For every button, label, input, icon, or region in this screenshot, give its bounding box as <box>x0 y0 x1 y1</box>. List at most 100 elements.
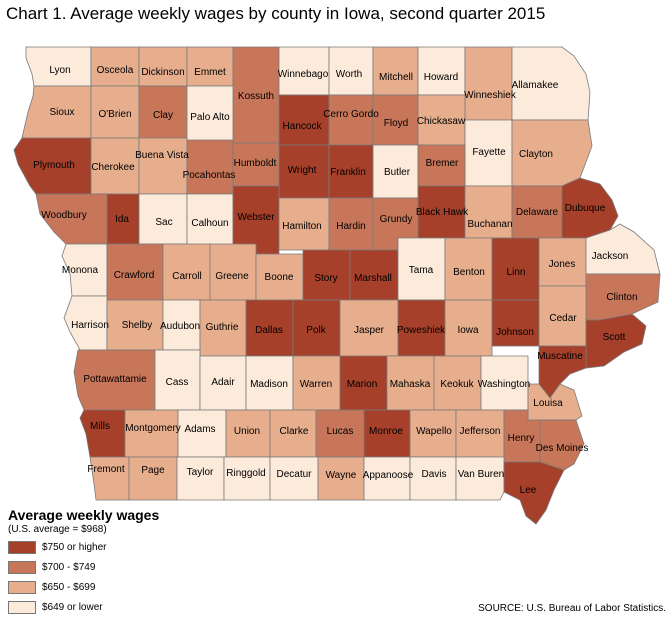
county-label: Story <box>314 273 337 284</box>
county-label: Mahaska <box>390 379 431 390</box>
county-label: Ida <box>115 214 129 225</box>
county-label: Sac <box>155 217 172 228</box>
county-label: Cass <box>166 377 189 388</box>
county-label: Mills <box>90 421 110 432</box>
county-label: Johnson <box>496 327 534 338</box>
county-buchanan <box>464 185 513 239</box>
county-hancock <box>278 94 330 146</box>
legend-swatch <box>8 580 36 594</box>
county-label: Monroe <box>369 426 403 437</box>
county-label: Tama <box>409 265 434 276</box>
county-label: Floyd <box>384 118 408 129</box>
county-label: Osceola <box>97 65 134 76</box>
county-label: Clarke <box>280 426 309 437</box>
legend-label: $750 or higher <box>42 541 107 553</box>
county-fremont <box>89 456 130 501</box>
county-label: Hardin <box>336 221 365 232</box>
county-label: Black Hawk <box>416 207 469 218</box>
counties-layer <box>13 46 661 525</box>
county-label: Marion <box>347 379 378 390</box>
county-label: Poweshiek <box>397 325 446 336</box>
county-van-buren <box>455 456 505 501</box>
county-label: Davis <box>421 469 446 480</box>
county-label: Lyon <box>49 65 70 76</box>
county-label: Greene <box>215 271 249 282</box>
county-label: Woodbury <box>41 210 86 221</box>
county-label: Polk <box>306 325 326 336</box>
county-label: Cedar <box>549 313 577 324</box>
county-label: Boone <box>265 272 294 283</box>
county-label: Linn <box>507 267 526 278</box>
county-label: Fremont <box>87 464 124 475</box>
legend-label: $650 - $699 <box>42 581 96 593</box>
county-label: Dallas <box>255 325 283 336</box>
county-johnson <box>491 299 540 347</box>
county-label: Marshall <box>354 273 392 284</box>
county-label: Keokuk <box>440 379 474 390</box>
county-mitchell <box>372 46 419 96</box>
county-label: Delaware <box>516 207 559 218</box>
legend-swatch <box>8 540 36 554</box>
legend-label: $700 - $749 <box>42 561 96 573</box>
county-label: Cherokee <box>91 162 135 173</box>
county-label: Jasper <box>354 325 385 336</box>
county-label: Clay <box>153 110 173 121</box>
county-label: Wright <box>288 165 317 176</box>
county-label: Scott <box>603 332 626 343</box>
county-label: Monona <box>62 265 99 276</box>
legend-swatch <box>8 600 36 614</box>
county-label: Lee <box>520 485 537 496</box>
county-label: Adair <box>211 377 235 388</box>
county-label: Grundy <box>380 214 413 225</box>
county-label: Chickasaw <box>417 116 466 127</box>
county-label: Adams <box>184 424 215 435</box>
county-label: Audubon <box>160 321 200 332</box>
county-label: Dickinson <box>141 67 184 78</box>
county-label: Iowa <box>457 325 479 336</box>
county-label: Hancock <box>283 121 323 132</box>
county-mills <box>79 409 126 458</box>
legend-item-700-749: $700 - $749 <box>8 559 159 575</box>
county-label: Des Moines <box>536 443 589 454</box>
chart-title: Chart 1. Average weekly wages by county … <box>6 4 546 23</box>
county-label: Fayette <box>472 147 506 158</box>
county-label: Benton <box>453 267 485 278</box>
county-label: Crawford <box>114 270 155 281</box>
county-label: Van Buren <box>458 469 505 480</box>
county-label: Page <box>141 465 165 476</box>
county-label: Washington <box>478 379 530 390</box>
county-label: Hamilton <box>282 221 321 232</box>
county-label: Warren <box>300 379 332 390</box>
county-label: Jackson <box>592 251 629 262</box>
legend-item-649-or-lower: $649 or lower <box>8 599 159 615</box>
legend-label: $649 or lower <box>42 601 103 613</box>
county-label: Pottawattamie <box>83 374 147 385</box>
county-label: Mitchell <box>379 72 413 83</box>
county-label: Decatur <box>276 469 312 480</box>
county-label: Allamakee <box>512 80 559 91</box>
county-label: Plymouth <box>33 160 75 171</box>
county-label: Henry <box>508 433 535 444</box>
county-label: Pocahontas <box>183 170 236 181</box>
county-label: Winneshiek <box>464 90 517 101</box>
county-pocahontas <box>186 139 234 195</box>
county-scott <box>585 313 647 369</box>
county-winneshiek <box>464 46 513 121</box>
county-label: Winnebago <box>278 69 329 80</box>
county-label: Jefferson <box>460 426 501 437</box>
county-label: Montgomery <box>125 423 181 434</box>
legend-swatch <box>8 560 36 574</box>
county-label: Webster <box>237 212 275 223</box>
legend-item-650-699: $650 - $699 <box>8 579 159 595</box>
county-label: Clayton <box>519 149 553 160</box>
county-label: Calhoun <box>191 218 228 229</box>
county-label: Cerro Gordo <box>323 109 379 120</box>
county-taylor <box>176 456 225 501</box>
county-label: Shelby <box>122 320 153 331</box>
county-label: Wapello <box>416 426 452 437</box>
county-label: Bremer <box>426 158 459 169</box>
county-label: Guthrie <box>206 322 239 333</box>
legend-item-750-or-higher: $750 or higher <box>8 539 159 555</box>
legend: Average weekly wages (U.S. average = $96… <box>8 507 159 615</box>
